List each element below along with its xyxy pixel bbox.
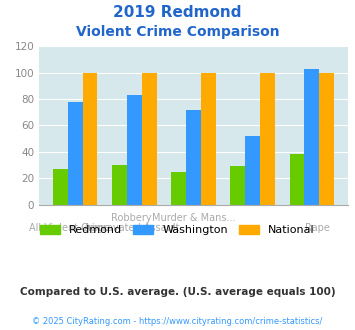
Text: Robbery: Robbery bbox=[111, 213, 152, 223]
Bar bbox=[304, 69, 319, 205]
Bar bbox=[53, 169, 68, 205]
Text: 2019 Redmond: 2019 Redmond bbox=[113, 5, 242, 20]
Bar bbox=[290, 154, 304, 205]
Bar bbox=[201, 73, 215, 205]
Bar bbox=[186, 110, 201, 205]
Bar bbox=[245, 136, 260, 205]
Text: All Violent Crime: All Violent Crime bbox=[29, 223, 110, 233]
Bar bbox=[230, 166, 245, 205]
Bar bbox=[112, 165, 127, 205]
Text: Aggravated Assault: Aggravated Assault bbox=[84, 223, 180, 233]
Text: Murder & Mans...: Murder & Mans... bbox=[152, 213, 235, 223]
Text: Rape: Rape bbox=[305, 223, 329, 233]
Text: Violent Crime Comparison: Violent Crime Comparison bbox=[76, 25, 279, 39]
Bar bbox=[68, 102, 83, 205]
Bar bbox=[319, 73, 334, 205]
Bar bbox=[83, 73, 97, 205]
Legend: Redmond, Washington, National: Redmond, Washington, National bbox=[36, 220, 319, 240]
Bar bbox=[260, 73, 275, 205]
Text: Compared to U.S. average. (U.S. average equals 100): Compared to U.S. average. (U.S. average … bbox=[20, 287, 335, 297]
Bar bbox=[142, 73, 157, 205]
Bar bbox=[171, 172, 186, 205]
Text: © 2025 CityRating.com - https://www.cityrating.com/crime-statistics/: © 2025 CityRating.com - https://www.city… bbox=[32, 317, 323, 326]
Bar bbox=[127, 95, 142, 205]
